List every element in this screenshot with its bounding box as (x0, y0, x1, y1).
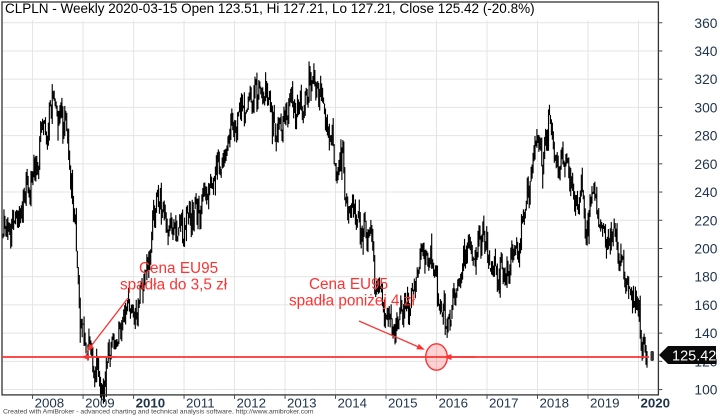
svg-text:100: 100 (694, 383, 717, 398)
svg-text:2019: 2019 (590, 395, 620, 410)
svg-text:2015: 2015 (388, 395, 418, 410)
svg-text:Cena EU95: Cena EU95 (309, 276, 388, 293)
svg-text:220: 220 (694, 213, 717, 228)
svg-text:160: 160 (694, 298, 717, 313)
svg-text:Created with AmiBroker - advan: Created with AmiBroker - advanced charti… (3, 408, 314, 415)
svg-text:240: 240 (694, 185, 717, 200)
svg-text:2016: 2016 (439, 395, 469, 410)
svg-text:340: 340 (694, 44, 717, 59)
svg-text:320: 320 (694, 72, 717, 87)
svg-text:280: 280 (694, 129, 717, 144)
svg-text:2014: 2014 (338, 395, 368, 410)
svg-text:spadła poniżej 4 zł: spadła poniżej 4 zł (289, 293, 415, 310)
svg-text:300: 300 (694, 100, 717, 115)
svg-text:200: 200 (694, 242, 717, 257)
svg-text:260: 260 (694, 157, 717, 172)
svg-text:CLPLN - Weekly 2020-03-15 Open: CLPLN - Weekly 2020-03-15 Open 123.51, H… (5, 1, 535, 16)
svg-text:2017: 2017 (489, 395, 519, 410)
svg-text:2020: 2020 (641, 395, 671, 410)
svg-text:Cena EU95: Cena EU95 (139, 260, 218, 277)
svg-text:spadła do 3,5 zł: spadła do 3,5 zł (120, 277, 228, 294)
svg-text:125.42: 125.42 (672, 349, 716, 365)
svg-text:2018: 2018 (540, 395, 570, 410)
svg-text:140: 140 (694, 326, 717, 341)
svg-text:360: 360 (694, 16, 717, 31)
svg-text:180: 180 (694, 270, 717, 285)
